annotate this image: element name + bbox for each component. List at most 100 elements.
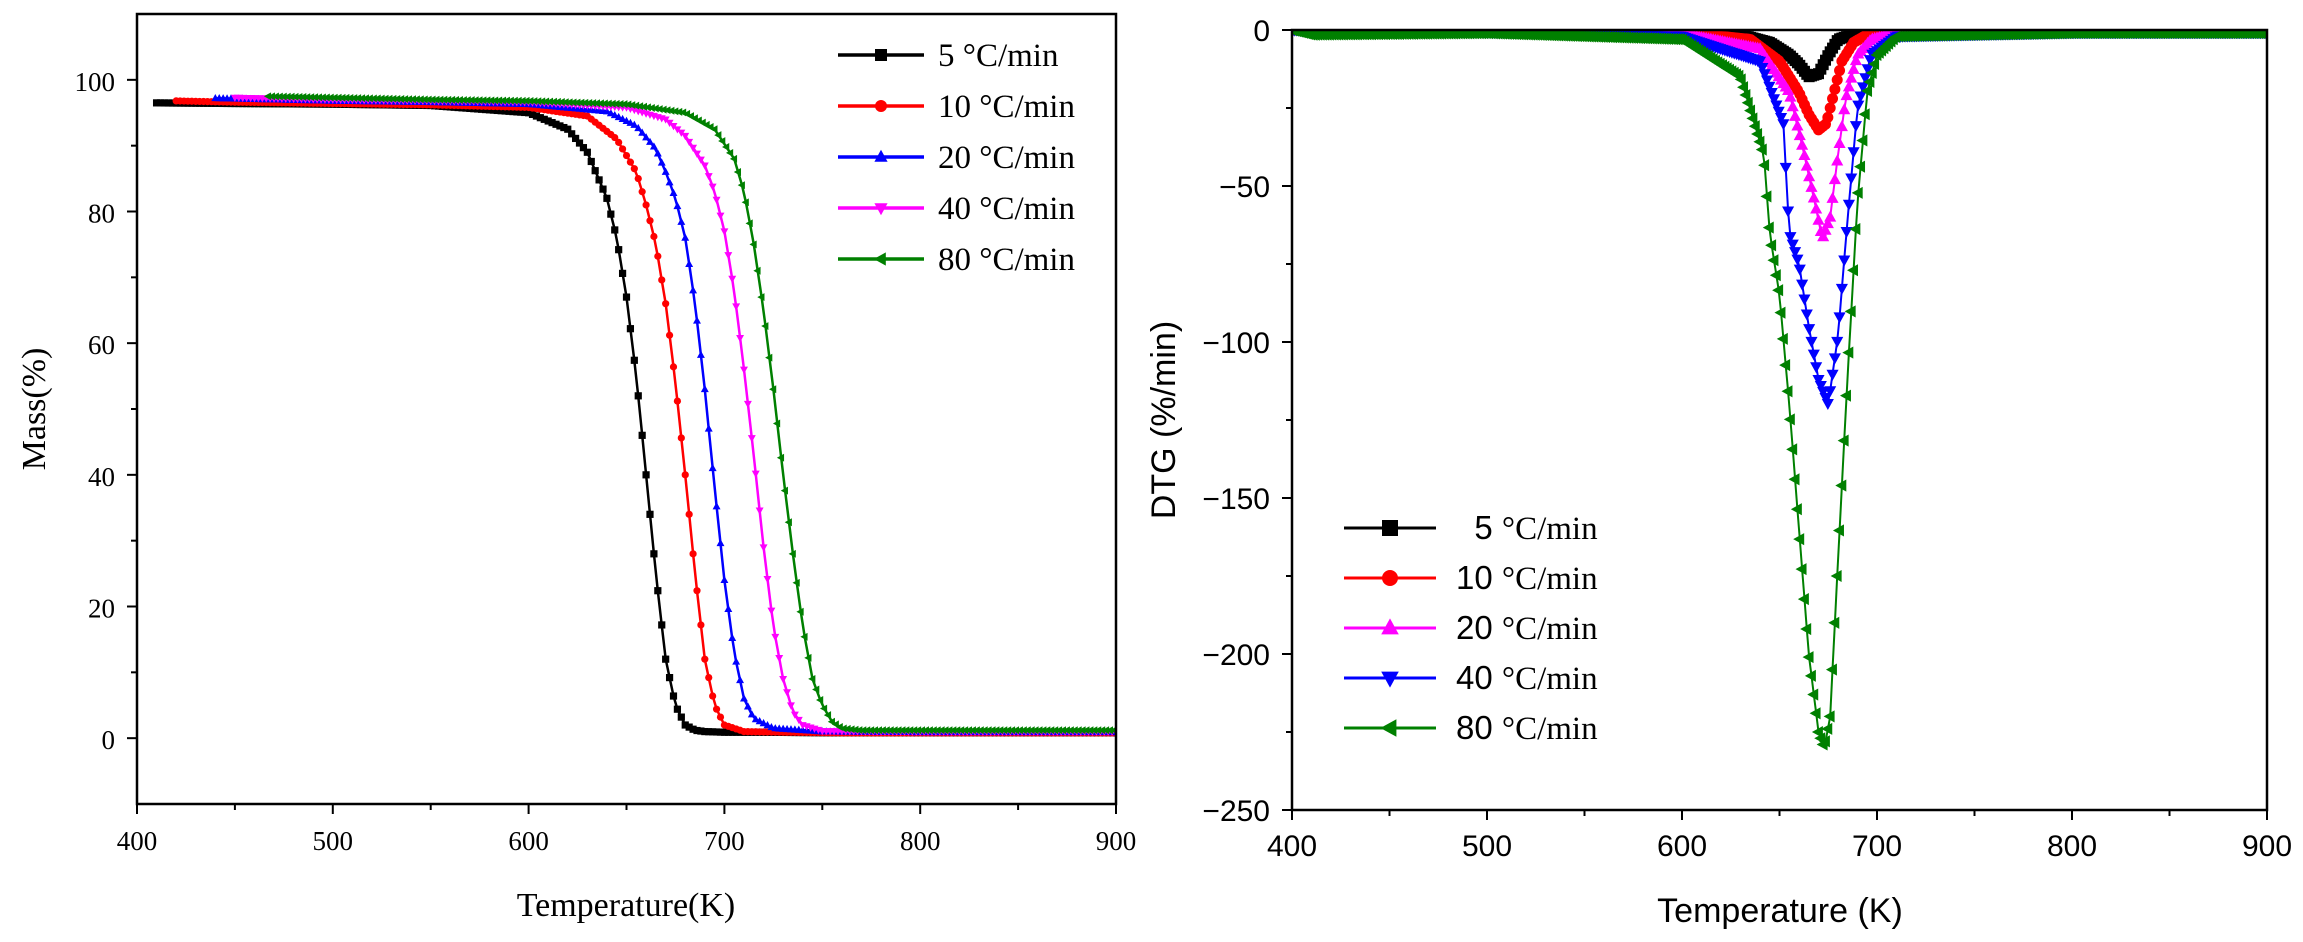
data-point xyxy=(1824,386,1837,398)
data-point xyxy=(1772,106,1785,118)
legend-marker xyxy=(873,252,886,266)
data-point xyxy=(1105,726,1114,735)
data-point xyxy=(937,726,945,735)
data-point xyxy=(693,726,701,735)
data-point xyxy=(1802,651,1814,664)
data-point xyxy=(1796,138,1809,150)
data-point xyxy=(653,149,662,157)
data-point xyxy=(638,128,647,136)
data-point xyxy=(502,96,510,105)
data-point xyxy=(1805,336,1818,348)
data-point xyxy=(1765,239,1777,252)
data-point xyxy=(525,109,533,117)
data-point xyxy=(553,97,561,106)
data-point xyxy=(549,97,557,106)
data-point xyxy=(740,694,748,702)
data-point xyxy=(1003,726,1012,735)
data-point xyxy=(615,138,623,146)
legend-marker xyxy=(1381,618,1399,635)
data-point xyxy=(710,125,718,134)
data-point xyxy=(600,99,608,108)
data-point xyxy=(583,148,591,156)
data-point xyxy=(925,726,933,735)
data-point xyxy=(1015,726,1023,735)
data-point xyxy=(720,575,729,584)
x-tick-label: 600 xyxy=(1657,830,1707,863)
data-point xyxy=(1047,726,1055,735)
legend-item: 10 °C/min xyxy=(1344,559,1598,597)
data-point xyxy=(673,126,682,134)
data-point xyxy=(662,300,670,308)
data-point xyxy=(1769,269,1781,282)
data-point xyxy=(1851,186,1863,199)
data-point xyxy=(685,510,693,518)
data-point xyxy=(843,724,851,733)
data-point xyxy=(655,105,663,114)
data-point xyxy=(671,107,679,116)
data-point xyxy=(643,103,651,112)
data-point xyxy=(776,453,785,462)
data-point xyxy=(541,97,550,106)
data-point xyxy=(716,728,725,736)
data-point xyxy=(716,212,725,220)
data-point xyxy=(771,633,780,642)
data-point xyxy=(1744,104,1756,117)
data-point xyxy=(736,335,745,343)
data-point xyxy=(416,95,424,104)
data-point xyxy=(812,685,820,694)
data-point xyxy=(1856,134,1868,147)
data-point xyxy=(1043,726,1051,735)
data-point xyxy=(1783,413,1795,426)
data-point xyxy=(287,92,295,101)
data-point xyxy=(646,137,654,145)
data-point xyxy=(693,316,701,324)
data-point xyxy=(1011,726,1020,735)
data-point xyxy=(1746,112,1758,125)
data-point xyxy=(581,98,589,107)
data-point xyxy=(665,674,674,682)
data-point xyxy=(357,94,366,103)
data-point xyxy=(757,293,765,302)
legend-rate-unit: °C/min xyxy=(1502,711,1598,747)
data-point xyxy=(737,181,745,190)
data-point xyxy=(1832,524,1844,537)
data-point xyxy=(906,726,914,735)
data-point xyxy=(728,275,737,283)
data-point xyxy=(630,165,638,173)
data-point xyxy=(787,702,795,710)
data-point xyxy=(704,173,713,181)
data-point xyxy=(743,400,752,409)
legend-item: 20 °C/min xyxy=(1344,609,1598,647)
data-point xyxy=(1775,112,1788,124)
data-point xyxy=(960,726,969,735)
data-point xyxy=(156,99,165,107)
y-tick-label: −100 xyxy=(1202,327,1270,360)
data-point xyxy=(1828,616,1840,629)
data-point xyxy=(1814,381,1827,393)
data-point xyxy=(675,107,683,116)
data-point xyxy=(1837,434,1849,447)
data-point xyxy=(606,109,615,117)
data-point xyxy=(152,99,161,107)
data-point xyxy=(620,100,628,109)
legend-marker xyxy=(874,203,888,216)
data-point xyxy=(1791,119,1804,131)
data-point xyxy=(432,95,440,104)
data-point xyxy=(945,726,953,735)
data-point xyxy=(701,727,709,736)
legend-item: 40 °C/min xyxy=(1344,659,1598,697)
data-point xyxy=(681,721,689,729)
data-point xyxy=(650,232,658,241)
data-point xyxy=(724,252,733,260)
x-tick-label: 500 xyxy=(1462,830,1512,863)
y-tick-label: 0 xyxy=(102,725,116,755)
legend-label: 40 °C/min xyxy=(938,191,1075,227)
data-point xyxy=(751,470,760,478)
mass-legend: 5 °C/min 10 °C/min 20 °C/min 40 °C/min 80 °C… xyxy=(838,38,1075,278)
data-point xyxy=(956,726,965,735)
data-point xyxy=(1842,80,1855,92)
data-point xyxy=(1822,111,1834,123)
data-point xyxy=(1796,279,1809,291)
x-tick-label: 700 xyxy=(1852,830,1902,863)
data-point xyxy=(346,94,354,102)
